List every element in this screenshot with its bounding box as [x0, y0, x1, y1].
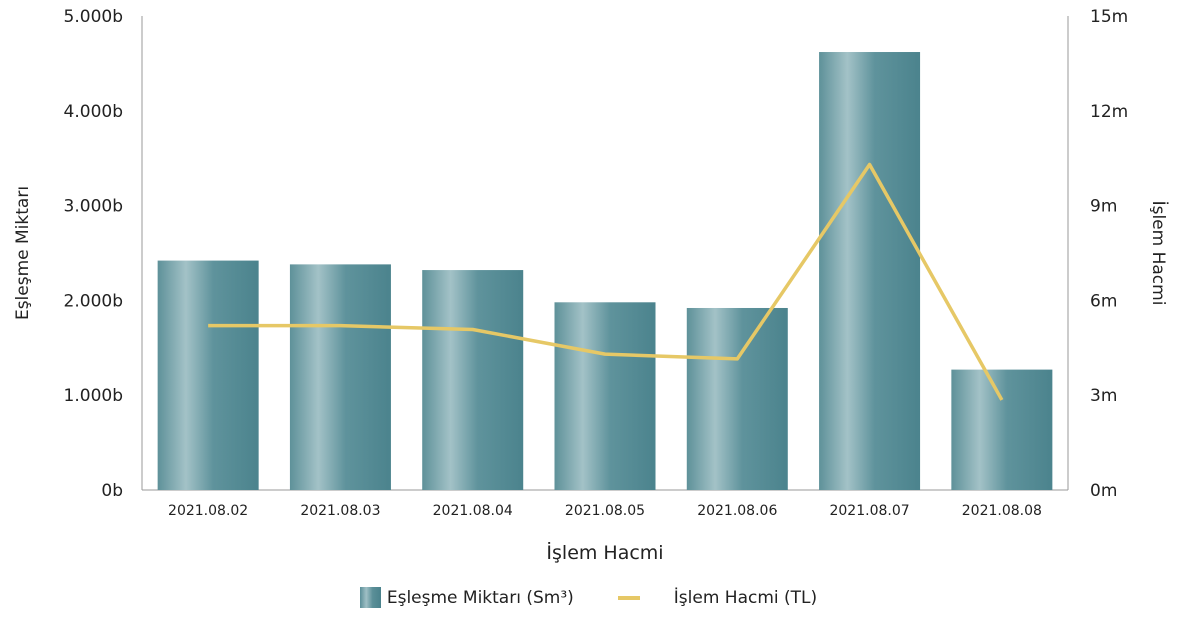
legend-line-swatch	[617, 595, 640, 600]
bar	[554, 302, 656, 490]
y-left-axis-title: Eşleşme Miktarı	[13, 186, 33, 320]
legend-bar-swatch	[359, 587, 381, 608]
x-tick-label: 2021.08.03	[300, 503, 380, 519]
legend-line-label: İşlem Hacmi (TL)	[673, 587, 818, 608]
y-right-tick-label: 6m	[1090, 291, 1117, 311]
y-right-tick-label: 0m	[1090, 481, 1117, 501]
y-left-tick-label: 0b	[101, 481, 123, 501]
y-right-tick-label: 9m	[1090, 197, 1117, 217]
y-left-tick-label: 1.000b	[64, 386, 123, 406]
bar	[686, 307, 788, 490]
legend: Eşleşme Miktarı (Sm³) İşlem Hacmi (TL)	[0, 587, 1177, 608]
legend-bar-label: Eşleşme Miktarı (Sm³)	[386, 587, 574, 608]
combo-chart: 0b 1.000b 2.000b 3.000b 4.000b 5.000b 0m 3m 6m 9m…	[13, 7, 1169, 564]
x-tick-label: 2021.08.04	[433, 503, 513, 519]
bar	[951, 369, 1053, 490]
legend-item-line[interactable]: İşlem Hacmi (TL)	[617, 587, 818, 608]
bar	[422, 270, 524, 490]
x-tick-label: 2021.08.02	[168, 503, 248, 519]
x-tick-label: 2021.08.06	[697, 503, 777, 519]
y-left-tick-label: 4.000b	[64, 102, 123, 122]
y-right-tick-label: 12m	[1090, 102, 1128, 122]
bar	[157, 260, 259, 490]
x-tick-label: 2021.08.08	[962, 503, 1042, 519]
y-left-tick-label: 3.000b	[64, 197, 123, 217]
y-left-tick-label: 2.000b	[64, 291, 123, 311]
y-right-tick-label: 3m	[1090, 386, 1117, 406]
legend-item-bar[interactable]: Eşleşme Miktarı (Sm³)	[359, 587, 574, 608]
y-left-tick-label: 5.000b	[64, 7, 123, 27]
y-right-axis-title: İşlem Hacmi	[1148, 201, 1169, 306]
x-tick-label: 2021.08.07	[829, 503, 909, 519]
bar	[289, 264, 391, 490]
x-axis-title: İşlem Hacmi	[546, 541, 663, 564]
bar	[819, 52, 921, 491]
x-tick-label: 2021.08.05	[565, 503, 645, 519]
y-right-tick-label: 15m	[1090, 7, 1128, 27]
